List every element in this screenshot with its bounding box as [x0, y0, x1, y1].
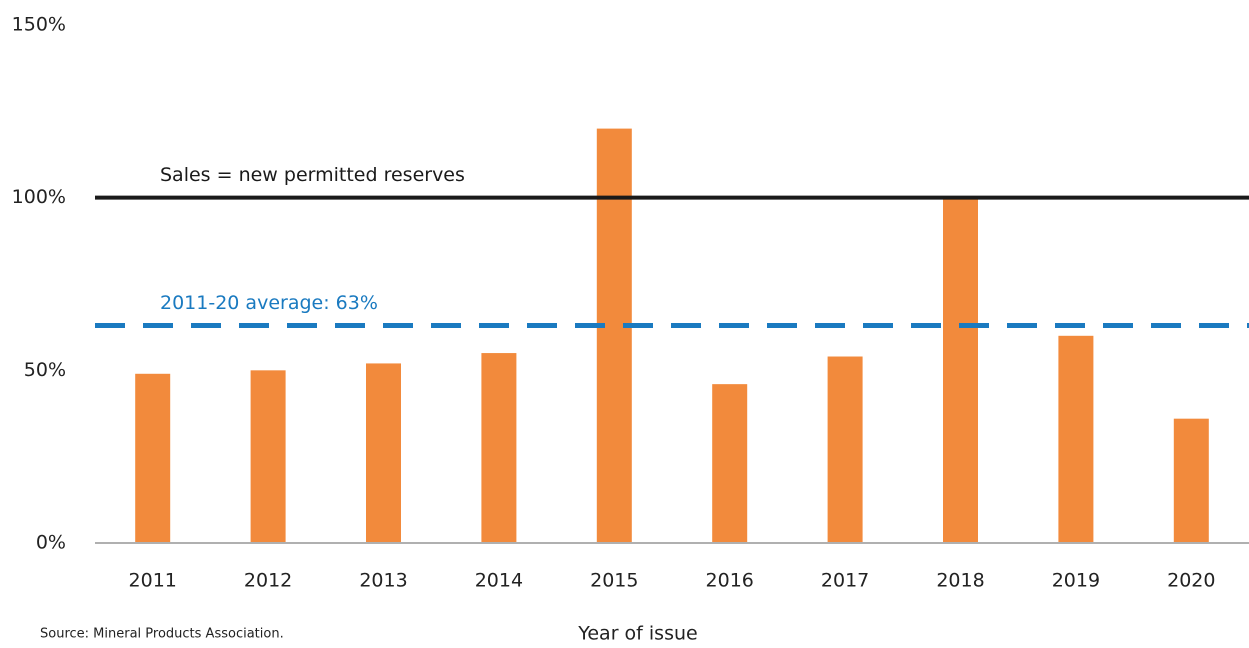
x-tick-label: 2016 — [706, 570, 754, 592]
bar — [827, 356, 863, 543]
bar — [596, 128, 632, 543]
x-tick-label: 2011 — [129, 570, 177, 592]
x-tick-label: 2012 — [244, 570, 292, 592]
bar — [366, 363, 401, 543]
x-tick-label: 2020 — [1167, 570, 1215, 592]
y-tick-label: 50% — [24, 359, 66, 381]
bar — [943, 197, 978, 543]
x-tick-label: 2013 — [359, 570, 407, 592]
y-tick-label: 100% — [12, 186, 66, 208]
y-tick-label: 0% — [36, 532, 66, 554]
x-tick-label: 2017 — [821, 570, 869, 592]
reference-label: Sales = new permitted reserves — [160, 164, 465, 186]
bar — [712, 384, 748, 543]
x-axis-label: Year of issue — [577, 623, 697, 645]
x-tick-label: 2018 — [936, 570, 984, 592]
bar — [250, 370, 286, 543]
x-tick-label: 2015 — [590, 570, 638, 592]
bar — [135, 373, 171, 543]
bar — [481, 353, 517, 543]
y-tick-label: 150% — [12, 14, 66, 36]
source-note: Source: Mineral Products Association. — [40, 627, 284, 642]
reference-label: 2011-20 average: 63% — [160, 292, 378, 314]
bar — [1058, 335, 1094, 543]
x-tick-label: 2019 — [1052, 570, 1100, 592]
bar — [1173, 418, 1209, 543]
x-tick-label: 2014 — [475, 570, 523, 592]
